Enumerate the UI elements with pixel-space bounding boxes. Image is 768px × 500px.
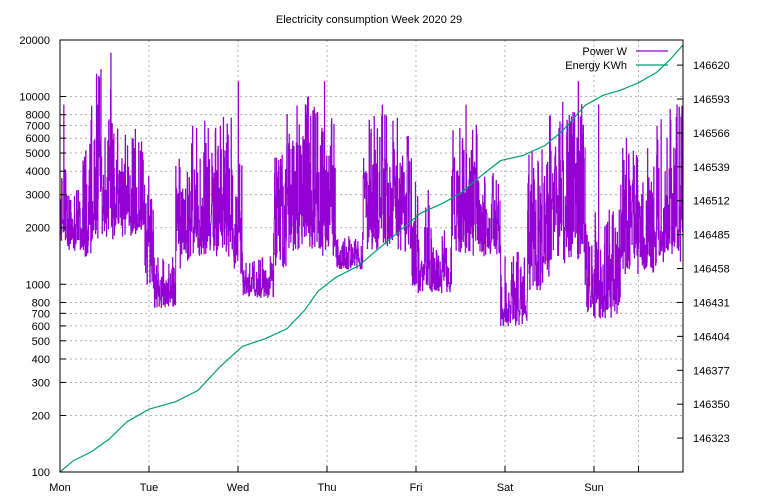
series-power-line <box>59 52 684 327</box>
y-left-tick-label: 600 <box>32 321 50 333</box>
x-tick-label: Fri <box>410 482 423 494</box>
plot-frame <box>59 39 684 473</box>
legend: Power W Energy KWh <box>565 46 668 72</box>
y-left-tick-label: 8000 <box>26 110 50 122</box>
y-right-tick-label: 146377 <box>693 365 730 377</box>
y-left-tick-label: 7000 <box>26 121 50 133</box>
x-tick-label: Thu <box>318 482 337 494</box>
y-left-tick-label: 3000 <box>26 190 50 202</box>
y-right-tick-label: 146323 <box>693 433 730 445</box>
y-left-tick-label: 1000 <box>26 279 50 291</box>
y-left-tick-label: 700 <box>32 308 50 320</box>
y-right-tick-label: 146593 <box>693 94 730 106</box>
x-tick-label: Wed <box>227 482 249 494</box>
y-left-tick-label: 200 <box>32 410 50 422</box>
y-right-tick-label: 146350 <box>693 399 730 411</box>
y-left-tick-label: 2000 <box>26 223 50 235</box>
legend-label-energy: Energy KWh <box>565 60 627 72</box>
x-tick-label: Sun <box>584 482 604 494</box>
x-tick-label: Mon <box>49 482 70 494</box>
y-right-tick-label: 146404 <box>693 331 730 343</box>
y-left-tick-label: 5000 <box>26 148 50 160</box>
y-right-tick-label: 146485 <box>693 230 730 242</box>
y-right-tick-label: 146458 <box>693 264 730 276</box>
y-left-tick-label: 300 <box>32 377 50 389</box>
y-left-tick-label: 20000 <box>19 35 50 47</box>
y-left-tick-label: 500 <box>32 336 50 348</box>
y-left-tick-label: 400 <box>32 354 50 366</box>
plot-series <box>59 44 684 473</box>
y-left-tick-label: 4000 <box>26 166 50 178</box>
y-left-tick-label: 800 <box>32 297 50 309</box>
series-energy-line <box>59 44 684 473</box>
x-tick-label: Sat <box>497 482 514 494</box>
y-left-tick-label: 10000 <box>19 92 50 104</box>
legend-label-power: Power W <box>582 46 627 58</box>
y-left-tick-label: 100 <box>32 467 50 479</box>
y-right-tick-label: 146512 <box>693 196 730 208</box>
y-right-tick-label: 146620 <box>693 60 730 72</box>
x-tick-label: Tue <box>140 482 159 494</box>
y-right-tick-label: 146431 <box>693 297 730 309</box>
y-right-tick-label: 146539 <box>693 162 730 174</box>
y-left-tick-label: 6000 <box>26 133 50 145</box>
y-right-tick-label: 146566 <box>693 128 730 140</box>
chart-title: Electricity consumption Week 2020 29 <box>276 14 462 26</box>
